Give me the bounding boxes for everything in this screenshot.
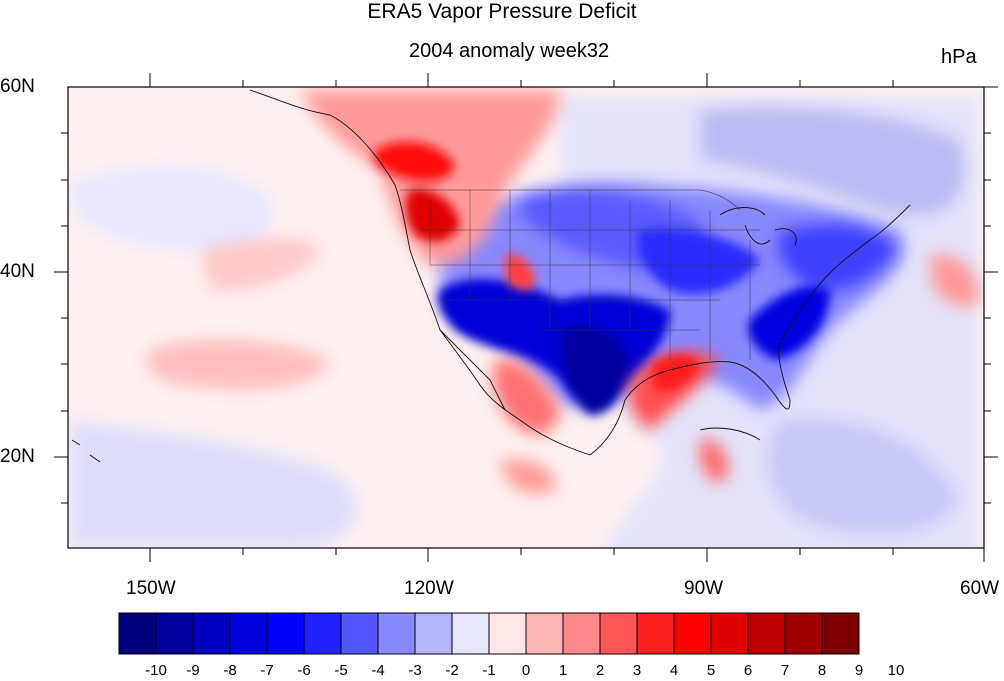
dark-red-region-oregon — [405, 189, 460, 242]
colorbar-tick-label: -3 — [408, 662, 422, 679]
canada-us-border — [400, 189, 741, 211]
colorbar-box — [710, 612, 749, 655]
light-red-region-pacific-mid — [200, 237, 320, 291]
colorbar-box — [451, 612, 490, 655]
colorbar-box — [636, 612, 675, 655]
map-panel — [54, 73, 998, 562]
dark-blue-region-southeast — [748, 286, 830, 360]
colorbar-tick-label: 3 — [632, 662, 642, 679]
lat-label-20n: 20N — [0, 446, 35, 467]
colorbar-boxes — [118, 612, 860, 655]
colorbar-box — [414, 612, 453, 655]
colorbar-box — [377, 612, 416, 655]
red-region-louisiana — [650, 354, 700, 392]
axis-ticks — [54, 73, 998, 562]
dark-blue-region-texas — [560, 326, 630, 415]
lon-label-150w: 150W — [126, 578, 176, 599]
colorbar-tick-label: 5 — [706, 662, 716, 679]
colorbar-box — [118, 612, 157, 655]
colorbar-box — [266, 612, 305, 655]
red-region-east-atlantic — [930, 254, 980, 308]
colorbar-box — [562, 612, 601, 655]
colorbar-tick-label: -6 — [297, 662, 311, 679]
colorbar-tick-label: -10 — [145, 662, 167, 679]
north-america-west-coast — [249, 89, 591, 456]
gulf-coast — [589, 204, 911, 456]
cuba — [699, 427, 761, 441]
colorbar-tick-label: 6 — [743, 662, 753, 679]
red-region-central-america — [500, 459, 556, 494]
lat-label-40n: 40N — [0, 261, 35, 282]
map-subtitle: 2004 anomaly week32 — [409, 40, 610, 62]
colorbar-box — [525, 612, 564, 655]
light-blue-region-pacific-south — [70, 420, 359, 548]
colorbar-tick-label: 9 — [854, 662, 864, 679]
dark-red-region-bc — [373, 141, 455, 182]
coastlines — [71, 89, 911, 463]
colorbar-tick-label: 10 — [887, 662, 905, 679]
red-region-caribbean — [700, 439, 729, 483]
units-label: hPa — [941, 46, 977, 68]
colorbar-box — [821, 612, 860, 655]
blue-region-east-ocean — [700, 106, 966, 217]
light-blue-region-ocean-north — [70, 166, 275, 252]
colorbar-box — [747, 612, 786, 655]
great-lakes — [719, 207, 797, 246]
colorbar-tick-label: -5 — [334, 662, 348, 679]
colorbar-box — [303, 612, 342, 655]
colorbar-tick-label: 1 — [558, 662, 568, 679]
map-title: ERA5 Vapor Pressure Deficit — [367, 0, 637, 23]
colorbar-box — [673, 612, 712, 655]
colorbar-tick-label: -8 — [223, 662, 237, 679]
colorbar-box — [155, 612, 194, 655]
colorbar-box — [599, 612, 638, 655]
blue-region-midwest — [638, 229, 760, 294]
colorbar-box — [488, 612, 527, 655]
colorbar-box — [229, 612, 268, 655]
light-red-region-pacific-strip — [146, 339, 330, 390]
red-region-four-corners — [505, 254, 535, 291]
colorbar-tick-label: -1 — [482, 662, 496, 679]
colorbar-tick-label: -7 — [260, 662, 274, 679]
lon-label-60w: 60W — [960, 578, 1000, 599]
colorbar-box — [784, 612, 823, 655]
colorbar-tick-label: 8 — [817, 662, 827, 679]
hawaii — [71, 439, 101, 463]
blue-region-atlantic-south — [766, 418, 960, 536]
colorbar-tick-label: -9 — [186, 662, 200, 679]
colorbar-tick-label: 2 — [595, 662, 605, 679]
red-region-mexico — [493, 359, 560, 434]
blue-region-northeast — [776, 221, 900, 293]
colorbar-box — [340, 612, 379, 655]
colorbar-tick-label: 0 — [521, 662, 531, 679]
lon-label-120w: 120W — [404, 578, 454, 599]
lon-label-90w: 90W — [684, 578, 724, 599]
lat-label-60n: 60N — [0, 76, 35, 97]
colorbar-tick-label: -4 — [371, 662, 385, 679]
state-boundaries — [420, 190, 760, 360]
anomaly-field — [70, 90, 980, 548]
baja-california — [439, 329, 506, 411]
colorbar-box — [192, 612, 231, 655]
colorbar-tick-label: -2 — [445, 662, 459, 679]
colorbar-tick-label: 4 — [669, 662, 679, 679]
colorbar-tick-label: 7 — [780, 662, 790, 679]
